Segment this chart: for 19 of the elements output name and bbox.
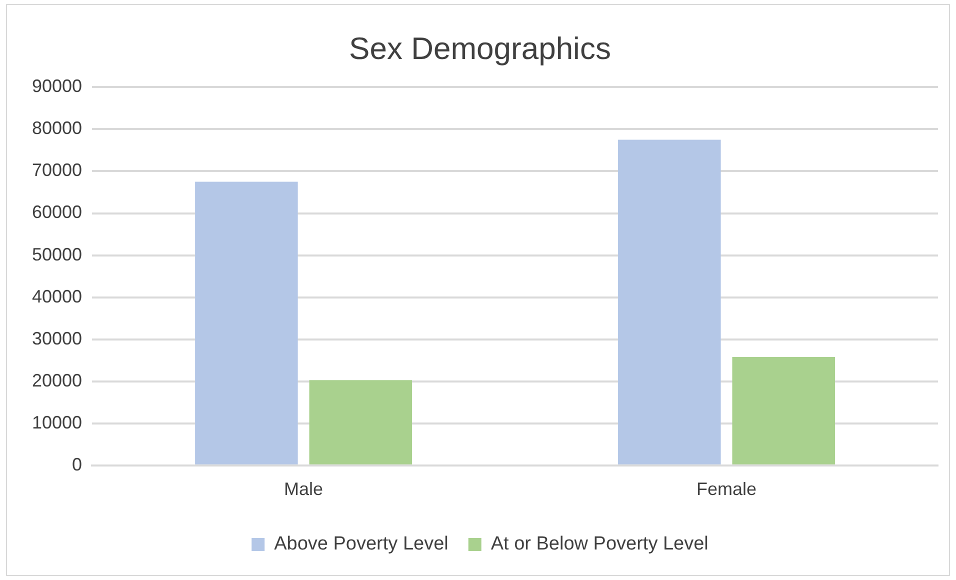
y-tick-label: 50000 [32, 244, 82, 264]
legend-label: At or Below Poverty Level [490, 534, 708, 555]
bar [732, 356, 836, 464]
y-tick-label: 30000 [32, 328, 82, 348]
y-tick-label: 20000 [32, 370, 82, 390]
x-tick-label: Male [284, 479, 324, 500]
chart-title: Sex Demographics [349, 31, 611, 66]
legend-label: Above Poverty Level [274, 534, 448, 555]
bar [618, 140, 721, 464]
y-tick-label: 80000 [32, 118, 82, 138]
bar [195, 182, 298, 464]
bar [309, 380, 412, 464]
y-tick-label: 10000 [32, 412, 82, 432]
y-tick-label: 40000 [32, 286, 82, 306]
y-tick-label: 0 [72, 454, 82, 474]
x-tick-label: Female [696, 479, 757, 500]
y-tick-label: 60000 [32, 202, 82, 222]
y-tick-label: 70000 [32, 160, 82, 180]
y-tick-label: 90000 [32, 76, 82, 96]
